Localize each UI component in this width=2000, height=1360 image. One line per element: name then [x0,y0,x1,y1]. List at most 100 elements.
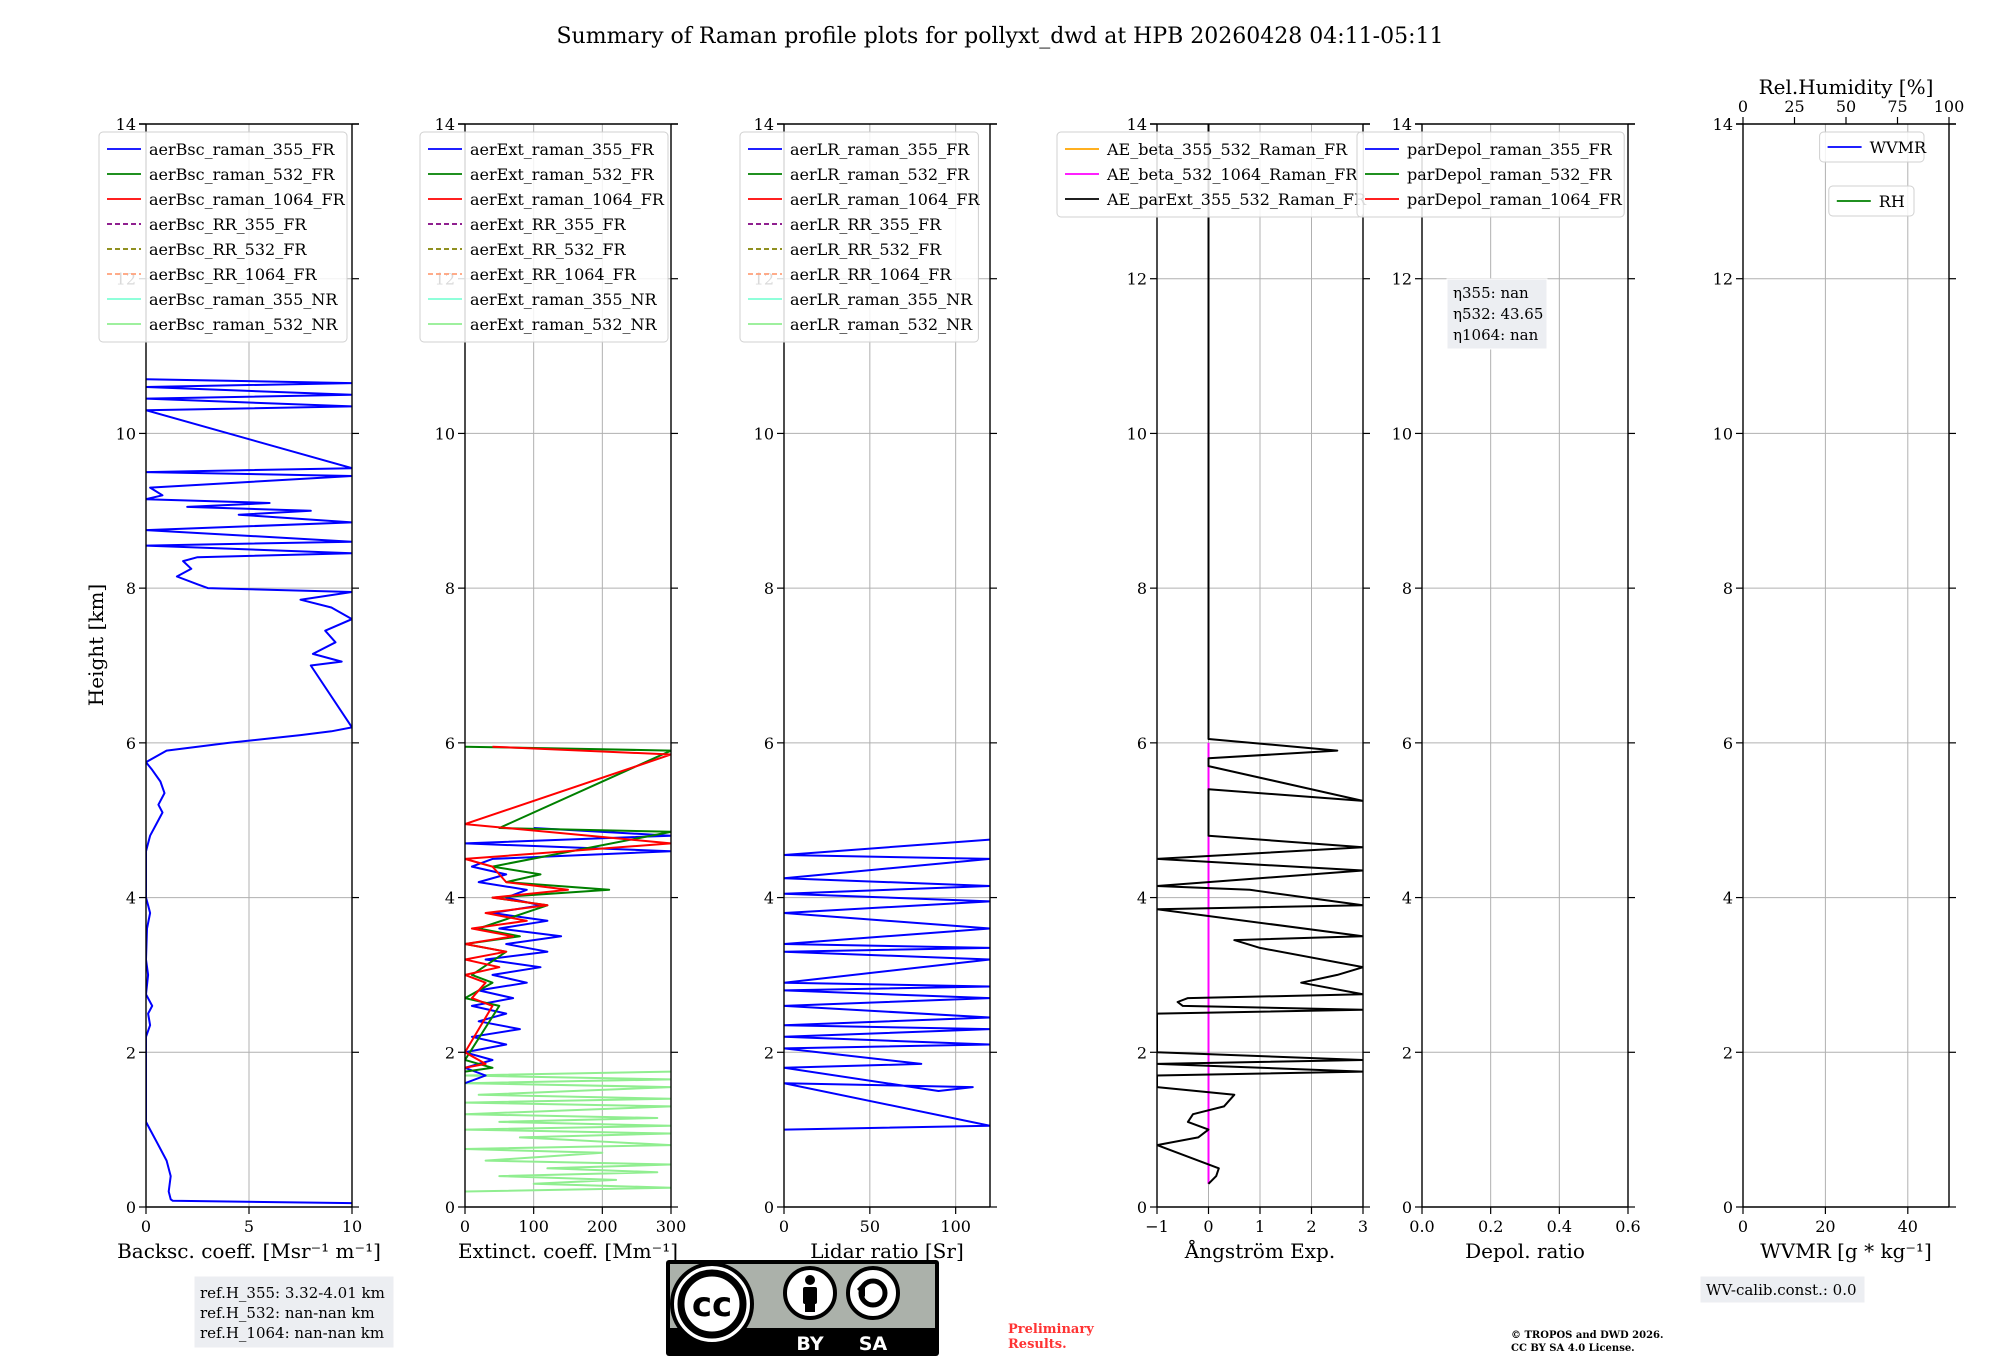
x-tick-label: 50 [860,1217,880,1236]
x-tick-label: 0 [1738,1217,1748,1236]
preliminary-note: Preliminary Results. [1008,1322,1094,1352]
x-tick-label: 5 [244,1217,254,1236]
y-tick-label: 6 [1723,734,1733,753]
legend-label: aerExt_RR_1064_FR [470,265,637,284]
x-axis-label: Backsc. coeff. [Msr⁻¹ m⁻¹] [117,1239,381,1263]
legend-label: aerLR_raman_1064_FR [790,190,980,209]
legend-label: aerLR_raman_355_NR [790,290,973,309]
y-tick-label: 0 [764,1198,774,1217]
cc-logo-text: cc [692,1285,732,1325]
legend-label: aerLR_raman_355_FR [790,140,970,159]
top-x-tick-label: 75 [1887,97,1907,116]
y-tick-label: 2 [126,1043,136,1062]
legend-label: aerBsc_RR_1064_FR [149,265,318,284]
y-tick-label: 2 [1137,1043,1147,1062]
eta-532: η532: 43.65 [1453,305,1543,323]
legend-box [1819,131,1925,163]
x-tick-label: 100 [518,1217,549,1236]
y-tick-label: 10 [116,424,136,443]
x-tick-label: 0 [141,1217,151,1236]
legend-label: parDepol_raman_355_FR [1407,140,1613,159]
copyright-note: © TROPOS and DWD 2026. CC BY SA 4.0 Lice… [1511,1330,1663,1354]
x-axis-label: Ångström Exp. [1184,1238,1335,1263]
y-tick-label: 4 [126,889,136,908]
y-tick-label: 8 [764,579,774,598]
wv-calib-const: WV-calib.const.: 0.0 [1706,1281,1857,1299]
x-axis-label: Depol. ratio [1465,1239,1585,1263]
legend-box [419,131,669,343]
share-alike-icon [846,1266,900,1320]
legend-label: aerLR_RR_1064_FR [790,265,952,284]
y-tick-label: 2 [764,1043,774,1062]
legend-label: aerExt_raman_532_NR [470,315,658,334]
y-tick-label: 8 [1723,579,1733,598]
y-tick-label: 6 [1137,734,1147,753]
y-tick-label: 10 [754,424,774,443]
y-tick-label: 6 [1402,734,1412,753]
ref-height-box: ref.H_355: 3.32-4.01 km ref.H_532: nan-n… [193,1275,395,1349]
legend-box [1828,185,1915,217]
y-tick-label: 4 [445,889,455,908]
x-tick-label: 1 [1255,1217,1265,1236]
x-tick-label: 0.2 [1478,1217,1503,1236]
legend-label: aerExt_RR_532_FR [470,240,627,259]
series-aerExt_raman_532_FR [465,745,671,1073]
panel-ext: 024681012140100200300Extinct. coeff. [Mm… [419,115,687,1263]
legend-label: aerExt_raman_532_FR [470,165,655,184]
top-x-tick-label: 50 [1836,97,1856,116]
y-tick-label: 6 [126,734,136,753]
attribution-icon [783,1266,837,1320]
y-tick-label: 6 [764,734,774,753]
x-tick-label: 200 [587,1217,618,1236]
legend-label: aerBsc_RR_532_FR [149,240,307,259]
legend-label: aerBsc_raman_532_FR [149,165,335,184]
y-tick-label: 8 [1137,579,1147,598]
legend-label: aerLR_RR_532_FR [790,240,942,259]
legend-box [1356,131,1625,218]
top-x-tick-label: 100 [1934,97,1965,116]
legend-bsc: aerBsc_raman_355_FR aerBsc_raman_532_FRae… [98,131,348,343]
y-tick-label: 14 [116,115,136,134]
top-x-tick-label: 0 [1738,97,1748,116]
x-axis-label: Lidar ratio [Sr] [810,1239,964,1263]
preliminary-line-1: Preliminary [1008,1322,1094,1337]
legend-ae: AE_beta_355_532_Raman_FR AE_beta_532_1064… [1056,131,1367,218]
panel-depol: 0 2 4 6 8 10 12 14 0.0 0.2 0.4 0.6 Depol. ratio parDe… [1356,115,1641,1263]
y-tick-label: 14 [1713,115,1733,134]
legend-wv: WVMR RH [1819,131,1927,217]
eta-1064: η1064: nan [1453,326,1539,344]
y-tick-label: 14 [1127,115,1147,134]
x-tick-label: 0 [460,1217,470,1236]
legend-label: aerExt_raman_355_NR [470,290,658,309]
x-tick-label: 100 [940,1217,971,1236]
series-aerExt_raman_355_FR [465,827,671,1085]
legend-label: aerBsc_raman_532_NR [149,315,338,334]
y-tick-label: 4 [1723,889,1733,908]
legend-label: AE_parExt_355_532_Raman_FR [1106,190,1367,209]
y-tick-label: 12 [1392,270,1412,289]
copyright-line-2: CC BY SA 4.0 License. [1511,1343,1635,1354]
legend-label: aerExt_raman_1064_FR [470,190,665,209]
y-tick-label: 6 [445,734,455,753]
by-label: BY [796,1333,823,1355]
legend-label: AE_beta_355_532_Raman_FR [1106,140,1348,159]
legend-label: aerBsc_raman_1064_FR [149,190,346,209]
figure-title: Summary of Raman profile plots for polly… [556,24,1443,49]
y-tick-label: 10 [1392,424,1412,443]
x-tick-label: 300 [656,1217,687,1236]
y-tick-label: 2 [1723,1043,1733,1062]
y-tick-label: 12 [1127,270,1147,289]
legend-ext: aerExt_raman_355_FR aerExt_raman_532_FRae… [419,131,669,343]
y-tick-label: 0 [1402,1198,1412,1217]
legend-label: aerLR_RR_355_FR [790,215,942,234]
legend-label: RH [1879,192,1905,211]
legend-box [98,131,348,343]
y-tick-label: 2 [1402,1043,1412,1062]
ref-height-1064: ref.H_1064: nan-nan km [200,1324,384,1342]
legend-label: aerBsc_raman_355_NR [149,290,338,309]
y-tick-label: 0 [445,1198,455,1217]
legend-label: aerLR_raman_532_FR [790,165,970,184]
x-tick-label: 3 [1358,1217,1368,1236]
x-tick-label: 40 [1898,1217,1918,1236]
y-tick-label: 4 [1402,889,1412,908]
